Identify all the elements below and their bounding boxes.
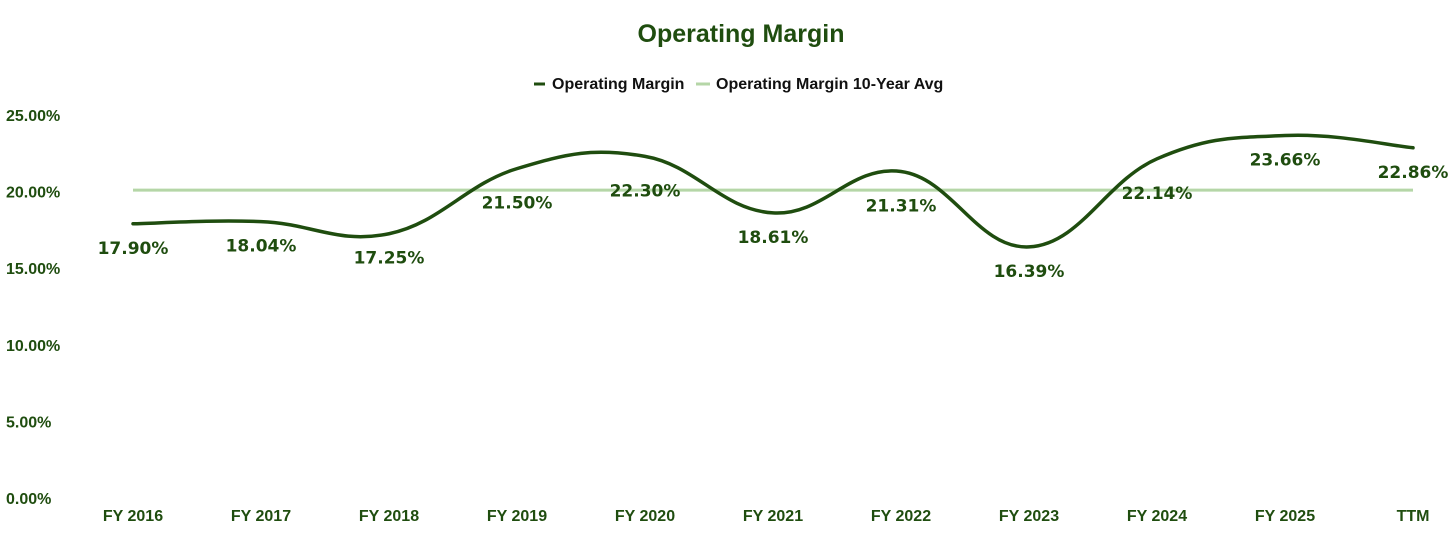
x-tick-label: FY 2017 (231, 508, 291, 525)
x-tick-label: FY 2024 (1127, 508, 1187, 525)
x-tick-label: FY 2019 (487, 508, 547, 525)
x-tick-label: FY 2018 (359, 508, 419, 525)
data-label: 21.50% (482, 194, 553, 214)
data-label: 22.86% (1378, 163, 1449, 183)
chart-title: Operating Margin (638, 20, 845, 48)
y-tick-label: 5.00% (6, 414, 51, 431)
y-tick-label: 0.00% (6, 491, 51, 508)
x-tick-label: FY 2020 (615, 508, 675, 525)
x-tick-label: FY 2025 (1255, 508, 1315, 525)
x-tick-label: FY 2022 (871, 508, 931, 525)
data-label: 22.14% (1122, 184, 1193, 204)
legend-label-operating-margin: Operating Margin (552, 76, 684, 93)
data-label: 17.25% (354, 249, 425, 269)
legend-label-10-year-avg: Operating Margin 10-Year Avg (716, 76, 943, 93)
x-tick-label: FY 2016 (103, 508, 163, 525)
data-label: 23.66% (1250, 151, 1321, 171)
data-label: 17.90% (98, 239, 169, 259)
data-label: 22.30% (610, 181, 681, 201)
legend: Operating Margin Operating Margin 10-Yea… (534, 76, 943, 93)
plot-area (131, 133, 1415, 249)
data-label: 16.39% (994, 262, 1065, 282)
y-axis: 0.00% 5.00% 10.00% 15.00% 20.00% 25.00% (6, 108, 60, 508)
data-label: 18.04% (226, 237, 297, 257)
x-axis: FY 2016 FY 2017 FY 2018 FY 2019 FY 2020 FY 20… (103, 508, 1430, 525)
x-tick-label: FY 2021 (743, 508, 803, 525)
x-tick-label: FY 2023 (999, 508, 1059, 525)
y-tick-label: 10.00% (6, 338, 60, 355)
y-tick-label: 20.00% (6, 185, 60, 202)
series-line-operating-margin (131, 133, 1415, 249)
data-labels: 17.90% 18.04% 17.25% 21.50% 22.30% 18.61% 21.3… (98, 151, 1449, 282)
data-label: 21.31% (866, 197, 937, 217)
x-tick-label: TTM (1397, 508, 1430, 525)
y-tick-label: 15.00% (6, 261, 60, 278)
y-tick-label: 25.00% (6, 108, 60, 125)
data-label: 18.61% (738, 228, 809, 248)
